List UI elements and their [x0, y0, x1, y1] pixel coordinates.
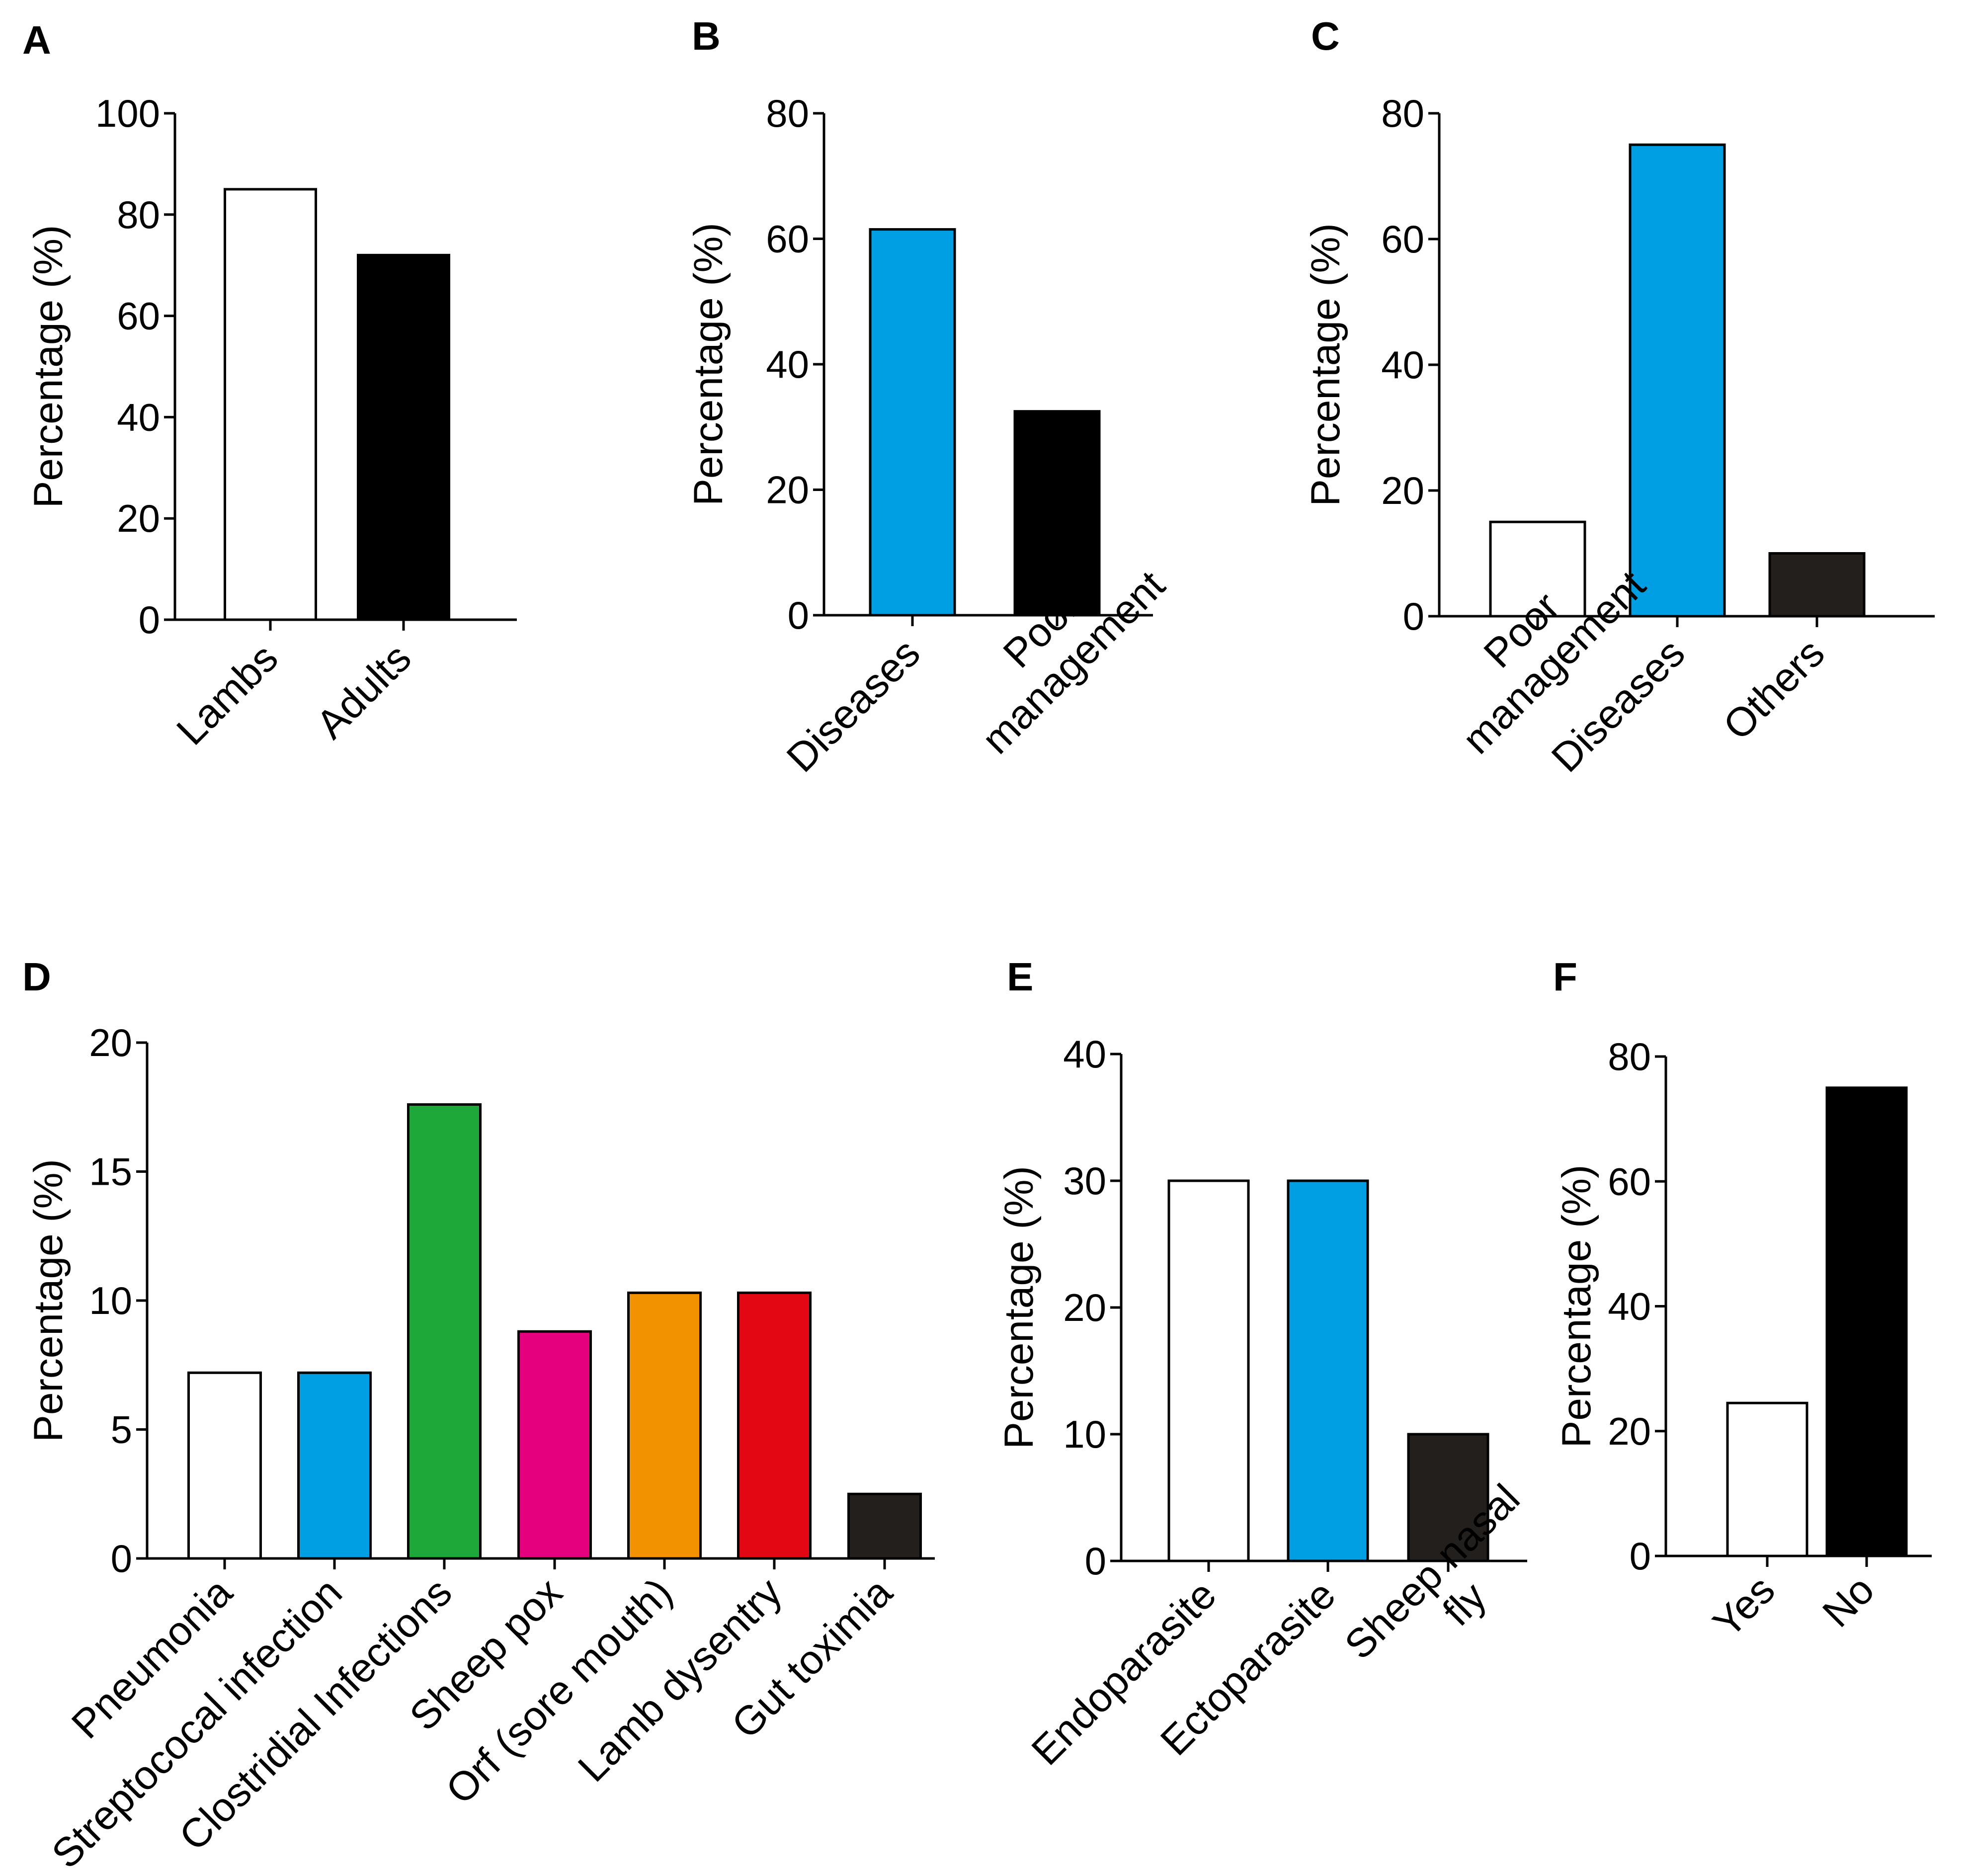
y-tick-label-b-60: 60	[766, 217, 809, 261]
y-tick-label-f-0: 0	[1630, 1534, 1651, 1578]
y-tick-label-e-10: 10	[1063, 1412, 1106, 1456]
y-tick-label-b-0: 0	[788, 593, 809, 637]
y-axis-title-d: Percentage (%)	[26, 1159, 71, 1442]
y-tick-label-a-80: 80	[117, 193, 160, 237]
y-tick-label-a-0: 0	[139, 598, 160, 642]
bar-d-orf-sore-mouth	[627, 1291, 702, 1560]
y-tick-label-c-80: 80	[1381, 91, 1424, 135]
x-label-b-diseases: Diseases	[778, 630, 929, 781]
y-tick-label-b-80: 80	[766, 91, 809, 135]
panel-b-letter: B	[692, 14, 721, 58]
bar-d-sheep-pox	[517, 1330, 592, 1560]
bar-f-yes	[1726, 1401, 1808, 1557]
bar-d-gut-toximia	[847, 1492, 922, 1560]
y-tick-label-d-15: 15	[89, 1150, 132, 1194]
x-label-a-lambs: Lambs	[168, 635, 286, 753]
panel-d-letter: D	[22, 955, 51, 999]
bar-b-diseases	[869, 228, 956, 617]
y-tick-label-c-20: 20	[1381, 469, 1424, 512]
y-tick-label-f-80: 80	[1608, 1035, 1651, 1078]
bar-e-endoparasite	[1167, 1179, 1250, 1562]
bar-b-poor-management	[1013, 410, 1101, 617]
bar-a-lambs	[224, 188, 317, 621]
y-tick-label-e-40: 40	[1063, 1032, 1106, 1076]
panel-c-letter: C	[1311, 14, 1340, 58]
panel-a-letter: A	[22, 18, 51, 62]
bar-d-clostridial-infections	[407, 1103, 482, 1560]
y-tick-label-a-60: 60	[117, 294, 160, 338]
panel-e-letter: E	[1007, 955, 1033, 999]
panel-f: F 0 20 40 60 80 Percentage (%) Yes No	[1553, 955, 1932, 1646]
y-tick-label-a-40: 40	[117, 395, 160, 439]
y-tick-label-c-40: 40	[1381, 343, 1424, 387]
bar-d-pneumonia	[187, 1371, 262, 1560]
y-tick-label-f-20: 20	[1608, 1409, 1651, 1453]
panel-a: A 0 20 40 60 80 100 Percentage (%) Lambs Adults	[22, 18, 517, 754]
y-axis-title-c: Percentage (%)	[1303, 223, 1348, 506]
y-tick-label-c-0: 0	[1403, 594, 1424, 638]
bar-d-lamb-dysentry	[737, 1291, 812, 1560]
y-tick-label-f-60: 60	[1608, 1159, 1651, 1203]
panel-f-letter: F	[1553, 955, 1577, 999]
y-tick-label-e-30: 30	[1063, 1159, 1106, 1203]
y-axis-title-a: Percentage (%)	[26, 225, 71, 508]
x-label-f-yes: Yes	[1705, 1567, 1784, 1646]
y-tick-label-b-20: 20	[766, 468, 809, 512]
bar-e-sheep-nasal-fly	[1407, 1433, 1489, 1562]
y-tick-label-a-20: 20	[117, 496, 160, 540]
bar-a-adults	[357, 253, 450, 621]
y-tick-label-c-60: 60	[1381, 217, 1424, 261]
y-axis-title-e: Percentage (%)	[996, 1166, 1042, 1449]
bar-e-ectoparasite	[1287, 1179, 1369, 1562]
y-axis-title-f: Percentage (%)	[1554, 1165, 1599, 1448]
x-label-d-lamb-dysentry: Lamb dysentry	[570, 1569, 791, 1791]
bar-c-poor-management	[1489, 520, 1586, 618]
x-label-f-no: No	[1814, 1567, 1883, 1635]
y-tick-label-d-10: 10	[89, 1279, 132, 1322]
y-tick-label-b-40: 40	[766, 342, 809, 386]
y-tick-label-f-40: 40	[1608, 1285, 1651, 1328]
y-tick-label-d-20: 20	[89, 1021, 132, 1064]
y-tick-label-e-20: 20	[1063, 1286, 1106, 1329]
y-axis-title-b: Percentage (%)	[686, 223, 731, 506]
x-label-c-others: Others	[1715, 630, 1833, 748]
bar-f-no	[1825, 1086, 1908, 1557]
bar-c-others	[1768, 552, 1866, 618]
bar-c-diseases	[1629, 143, 1726, 618]
y-tick-label-e-0: 0	[1085, 1539, 1106, 1583]
x-label-a-adults: Adults	[308, 635, 420, 747]
y-tick-label-d-5: 5	[111, 1408, 132, 1452]
bar-d-streptococal-infection	[297, 1371, 372, 1560]
y-tick-label-d-0: 0	[111, 1537, 132, 1580]
y-tick-label-a-100: 100	[95, 91, 160, 135]
